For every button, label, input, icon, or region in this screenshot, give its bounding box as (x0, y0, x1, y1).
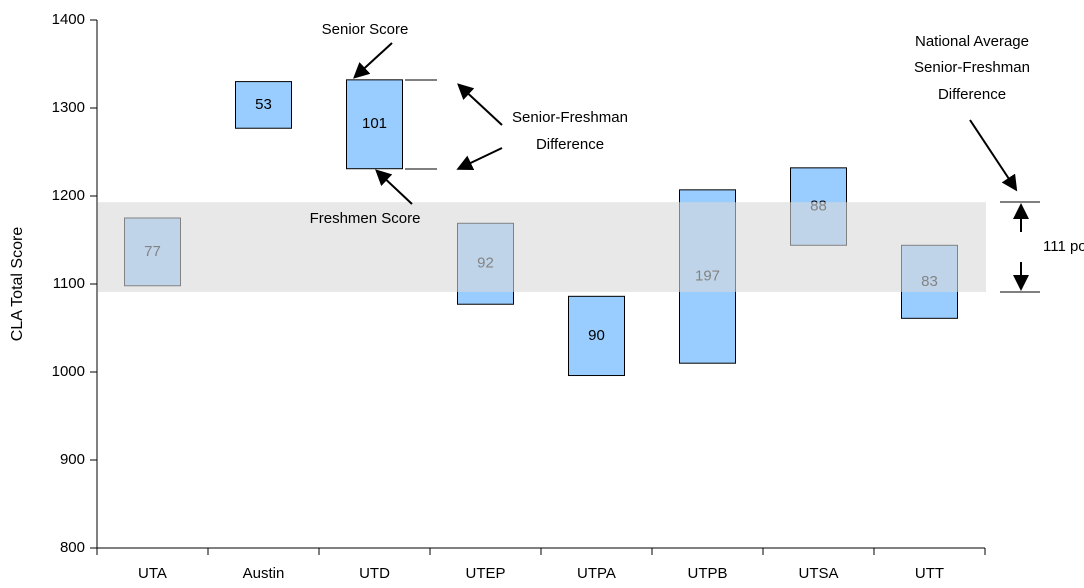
arrow (457, 83, 503, 126)
x-tick-label: UTT (915, 565, 944, 582)
annotation: Difference (536, 136, 604, 153)
y-tick-label: 1200 (52, 187, 85, 204)
annotation: Senior Score (322, 21, 409, 38)
annotation: 111 points (1043, 238, 1084, 255)
y-tick-label: 1400 (52, 11, 85, 28)
x-tick-label: UTD (359, 565, 390, 582)
annotation: Difference (938, 86, 1006, 103)
y-tick-label: 1300 (52, 99, 85, 116)
y-tick-label: 900 (60, 451, 85, 468)
national-band (98, 202, 986, 292)
arrow (353, 42, 393, 79)
bar (568, 295, 625, 377)
x-tick-label: UTPA (577, 565, 616, 582)
bar-label: 90 (588, 327, 605, 344)
y-tick-label: 800 (60, 539, 85, 556)
bar (235, 81, 292, 129)
y-tick-label: 1000 (52, 363, 85, 380)
bar (346, 79, 403, 170)
y-tick-label: 1100 (53, 275, 85, 292)
y-axis-label: CLA Total Score (9, 227, 26, 342)
plot-area: 8009001000110012001300140077UTA53Austin1… (52, 11, 986, 582)
x-tick-label: UTA (138, 565, 167, 582)
x-tick-label: UTPB (687, 565, 727, 582)
x-tick-label: Austin (243, 565, 285, 582)
arrow (969, 119, 1018, 192)
annotation: National Average (915, 33, 1029, 50)
bar-label: 53 (255, 96, 272, 113)
annotation: Freshmen Score (310, 210, 421, 227)
x-tick-label: UTSA (798, 565, 838, 582)
bar-label: 101 (362, 115, 387, 132)
annotation: Senior-Freshman (512, 109, 628, 126)
arrow (456, 147, 503, 171)
annotation: Senior-Freshman (914, 59, 1030, 76)
x-tick-label: UTEP (465, 565, 505, 582)
arrow (375, 169, 413, 205)
